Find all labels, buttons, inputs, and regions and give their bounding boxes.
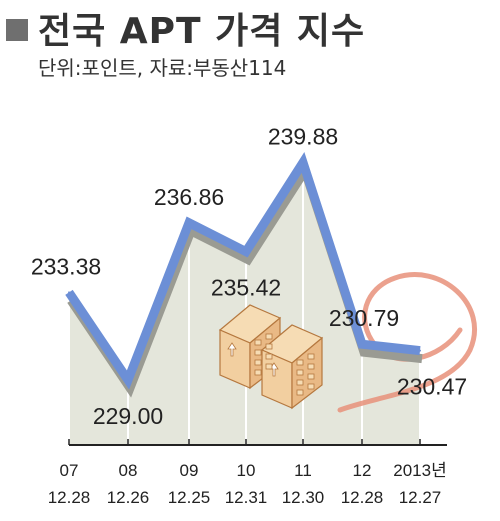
x-tick-date-label: 12.31: [225, 488, 268, 507]
x-axis-labels: 07 12.28 08 12.26 09 12.25 10 12.31 11 12.30 12 12.…: [48, 439, 447, 507]
title-row: 전국 APT 가격 지수: [6, 2, 365, 54]
x-tick-date-label: 12.28: [341, 488, 384, 507]
window: [265, 343, 273, 350]
data-point: [68, 291, 70, 294]
window: [296, 369, 304, 376]
chart-title: 전국 APT 가격 지수: [38, 11, 366, 52]
window: [296, 389, 304, 396]
data-point: [188, 221, 190, 224]
x-tick-label: 2013년: [393, 461, 446, 480]
window: [265, 363, 273, 370]
x-tick-date-label: 12.28: [48, 488, 91, 507]
chart-subtitle: 단위:포인트, 자료:부동산114: [38, 56, 287, 80]
x-tick-label: 10: [237, 461, 256, 480]
data-point: [419, 349, 421, 352]
line-group: [65, 151, 423, 398]
window: [254, 369, 262, 376]
x-tick-label: 07: [60, 461, 79, 480]
building-windows: [254, 333, 315, 396]
x-tick-date-label: 12.25: [168, 488, 211, 507]
x-tick-label: 12: [353, 461, 372, 480]
x-tick-date-label: 12.27: [399, 488, 442, 507]
data-label: 229.00: [93, 403, 163, 429]
data-label: 230.79: [329, 305, 399, 331]
data-label: 233.38: [31, 253, 101, 279]
area-fill: [69, 170, 420, 445]
window: [307, 373, 315, 380]
x-tick-label: 09: [180, 461, 199, 480]
window: [254, 349, 262, 356]
window: [296, 379, 304, 386]
x-tick-date-label: 12.26: [107, 488, 150, 507]
window: [307, 383, 315, 390]
title-bullet-icon: [6, 19, 28, 41]
area-group: [69, 170, 420, 445]
window: [254, 339, 262, 346]
window: [265, 333, 273, 340]
window: [265, 353, 273, 360]
window: [307, 353, 315, 360]
building-illustration: [218, 304, 324, 410]
data-point: [245, 250, 247, 253]
data-label: 230.47: [397, 374, 467, 400]
window: [254, 359, 262, 366]
value-label-group: 233.38 229.00 236.86 235.42 239.88 230.79 230.…: [31, 123, 467, 429]
data-label: 235.42: [211, 275, 281, 301]
data-point: [361, 343, 363, 346]
window: [296, 359, 304, 366]
data-point: [302, 161, 304, 164]
data-label: 236.86: [154, 184, 224, 210]
data-point: [127, 379, 129, 381]
x-tick-date-label: 12.30: [282, 488, 325, 507]
x-tick-label: 11: [294, 461, 312, 480]
data-label: 239.88: [268, 123, 338, 149]
series-line-shadow: [67, 159, 423, 398]
x-tick-label: 08: [119, 461, 138, 480]
window: [307, 363, 315, 370]
